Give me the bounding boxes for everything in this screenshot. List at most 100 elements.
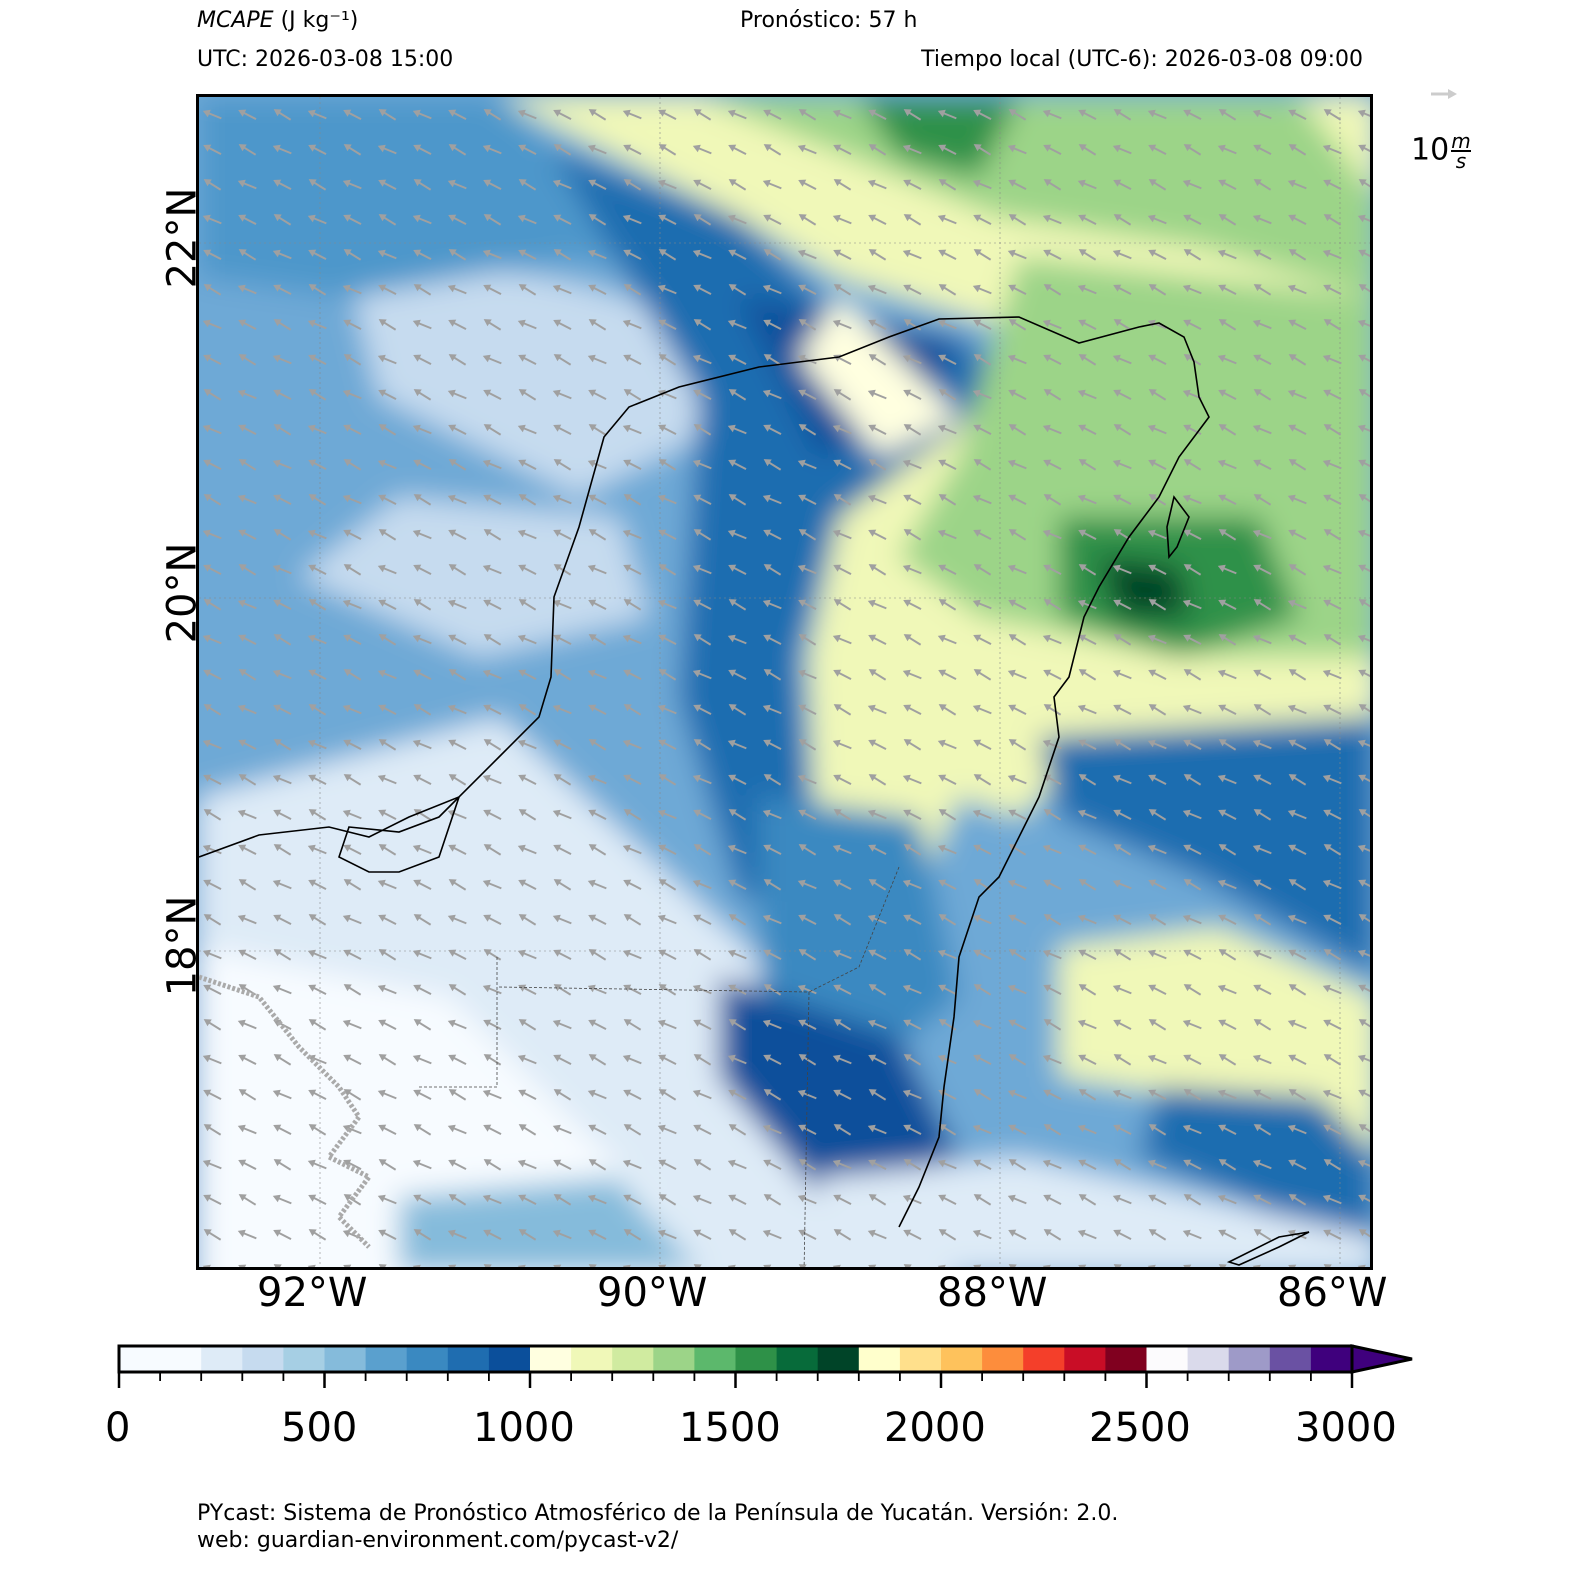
wind-arrow	[588, 599, 607, 610]
wind-arrow	[972, 1229, 992, 1240]
wind-arrow	[1358, 459, 1370, 470]
wind-arrow	[832, 319, 852, 330]
wind-arrow	[1252, 1264, 1272, 1267]
wind-arrow	[937, 844, 957, 855]
wind-arrow	[1007, 144, 1027, 155]
wind-arrow	[1112, 1089, 1132, 1100]
wind-arrow	[1113, 1229, 1132, 1240]
wind-arrow	[903, 1124, 922, 1135]
wind-arrow	[763, 1089, 782, 1101]
wind-arrow	[1253, 704, 1272, 716]
wind-arrow	[658, 109, 677, 120]
wind-arrow	[1287, 284, 1307, 295]
wind-arrow	[518, 459, 537, 470]
wind-arrow	[238, 319, 257, 330]
wind-arrow	[693, 284, 712, 295]
wind-arrow	[903, 1054, 922, 1066]
wind-arrow	[203, 774, 222, 785]
wind-arrow	[237, 284, 257, 295]
wind-arrow	[1218, 389, 1237, 400]
wind-arrow	[1007, 249, 1027, 260]
wind-arrow	[202, 529, 222, 540]
wind-arrow	[1357, 844, 1370, 855]
wind-arrow	[938, 354, 957, 365]
wind-arrow	[237, 1229, 257, 1240]
wind-arrow	[343, 984, 362, 996]
wind-arrow	[553, 424, 572, 435]
wind-arrow	[1253, 389, 1272, 401]
wind-arrow	[832, 634, 852, 645]
wind-arrow	[1043, 809, 1062, 821]
wind-arrow	[868, 354, 887, 366]
wind-arrow	[798, 634, 817, 646]
wind-arrow	[307, 844, 327, 855]
wind-arrow	[343, 424, 362, 435]
wind-arrow	[202, 949, 222, 960]
wind-arrow	[762, 494, 782, 505]
colorbar-segment	[941, 1346, 983, 1372]
wind-arrow	[692, 669, 712, 680]
wind-arrow	[1358, 879, 1370, 890]
wind-arrow	[448, 844, 467, 855]
wind-arrow	[867, 389, 887, 400]
wind-arrow	[623, 144, 642, 155]
colorbar-segment	[488, 1346, 531, 1372]
wind-arrow	[378, 599, 397, 610]
wind-arrow	[1008, 1124, 1027, 1135]
wind-arrow	[518, 669, 537, 680]
wind-arrow	[763, 319, 782, 330]
wind-arrow	[868, 249, 887, 261]
wind-arrow	[203, 704, 222, 716]
wind-arrow	[448, 424, 467, 435]
wind-arrow	[483, 844, 502, 856]
wind-arrow	[727, 949, 747, 960]
wind-arrow	[1322, 354, 1342, 365]
wind-arrow	[903, 1229, 922, 1240]
wind-arrow	[1322, 774, 1342, 785]
wind-arrow	[1183, 424, 1202, 435]
lon-tick-86: 86°W	[1277, 1270, 1388, 1316]
colorbar-segment	[735, 1346, 778, 1372]
wind-arrow	[343, 529, 362, 540]
wind-arrow	[1288, 424, 1307, 435]
wind-arrow	[622, 634, 642, 645]
wind-arrow	[622, 109, 642, 120]
wind-arrow	[412, 1264, 432, 1267]
wind-arrow	[308, 389, 327, 401]
borders	[419, 866, 900, 1267]
wind-arrow	[657, 179, 677, 190]
wind-arrow	[693, 109, 712, 121]
wind-arrow	[1323, 844, 1342, 856]
wind-arrow	[1218, 494, 1237, 505]
wind-arrow	[343, 459, 362, 471]
wind-arrow	[1078, 564, 1097, 576]
wind-arrow	[693, 1019, 712, 1030]
wind-arrow	[273, 634, 292, 646]
wind-arrow	[798, 844, 817, 856]
wind-arrow	[1287, 179, 1307, 190]
wind-arrow	[1042, 109, 1062, 120]
wind-arrow	[622, 1054, 642, 1065]
wind-arrow	[693, 809, 712, 820]
wind-arrow	[1217, 564, 1237, 575]
wind-arrow	[1322, 984, 1342, 995]
wind-arrow	[202, 214, 222, 225]
wind-arrow	[1112, 774, 1132, 785]
colorbar-tick-1500: 1500	[679, 1405, 781, 1451]
wind-arrow	[412, 319, 432, 330]
wind-arrow	[867, 494, 887, 505]
wind-arrow	[202, 1264, 222, 1267]
wind-arrow	[727, 844, 747, 855]
wind-arrow	[588, 809, 607, 820]
wind-arrow	[1358, 1089, 1370, 1100]
wind-arrow	[377, 249, 397, 260]
wind-arrow	[972, 704, 992, 715]
wind-arrow	[517, 529, 537, 540]
wind-arrow	[938, 284, 957, 296]
wind-arrow	[1218, 599, 1237, 610]
wind-arrow	[1358, 249, 1370, 260]
wind-arrow	[623, 284, 642, 296]
wind-arrow	[1112, 564, 1132, 575]
wind-arrow	[1358, 1194, 1370, 1205]
wind-arrow	[1113, 739, 1132, 751]
